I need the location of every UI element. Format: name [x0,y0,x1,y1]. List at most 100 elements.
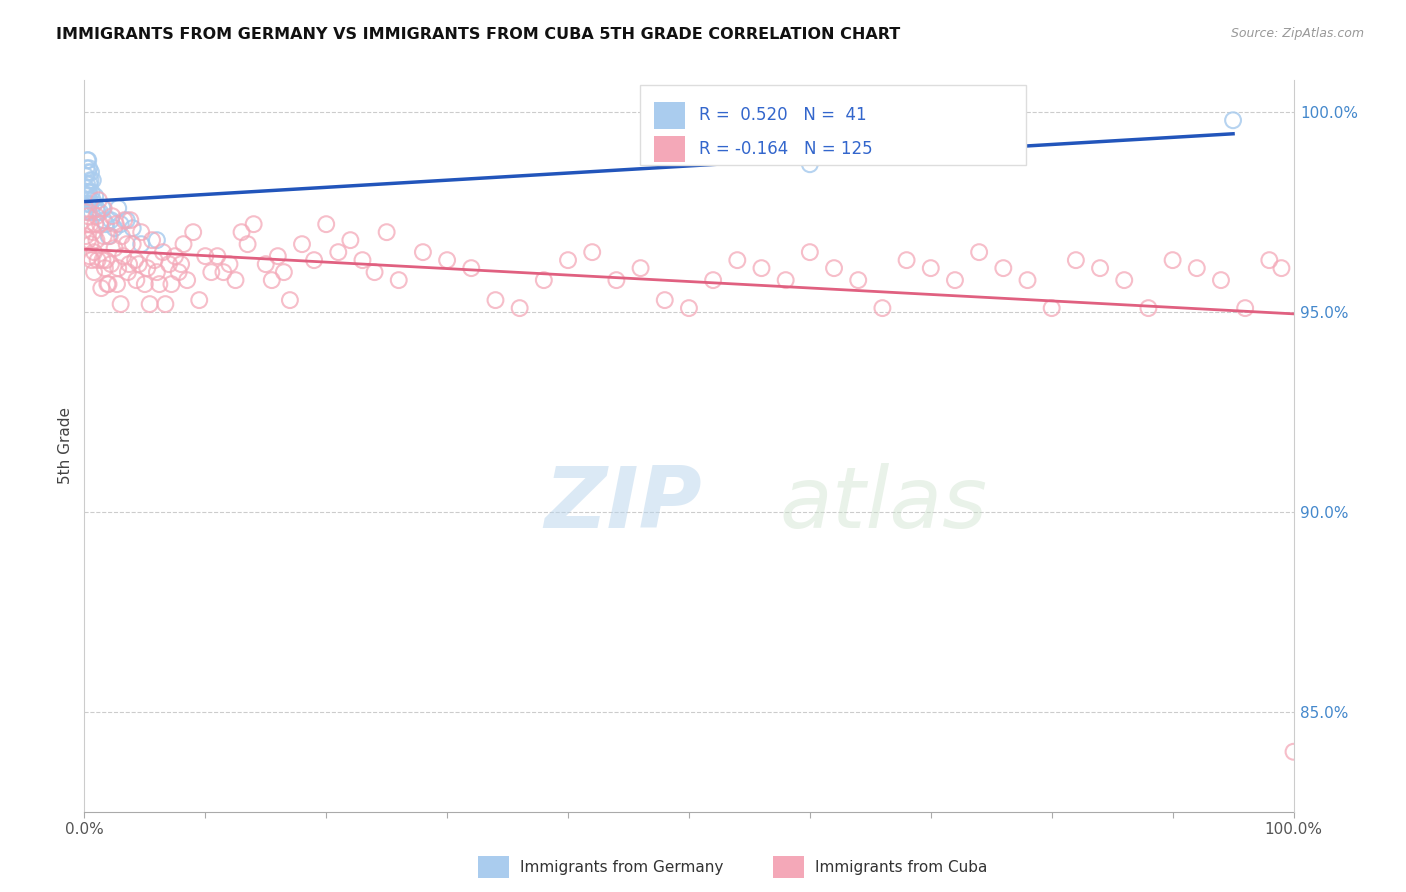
Point [188,293,211,307]
Point [93,201,115,215]
Text: R =  0.520   N =  41: R = 0.520 N = 41 [699,106,866,124]
Point [160,277,183,292]
Point [94,261,117,276]
Point [148,277,170,292]
Point [1040,301,1063,315]
Point [80,185,103,199]
Point [84,189,107,203]
Point [77,209,100,223]
Point [212,265,235,279]
Point [80,165,103,179]
Point [823,261,845,276]
Point [120,213,142,227]
Point [117,265,139,279]
Text: Immigrants from Germany: Immigrants from Germany [520,860,724,874]
Point [375,225,398,239]
Point [460,261,482,276]
Point [80,205,103,219]
Point [181,225,204,239]
Point [173,237,195,252]
Point [291,237,314,252]
Point [1234,301,1257,315]
Point [678,301,700,315]
Point [111,229,134,244]
Point [118,257,141,271]
Point [260,273,283,287]
Point [155,297,177,311]
Point [225,273,247,287]
Point [218,257,240,271]
Point [273,265,295,279]
Point [146,265,169,279]
Point [799,157,821,171]
Point [75,205,97,219]
Point [920,261,942,276]
Point [79,173,101,187]
Point [86,253,108,268]
Point [86,205,108,219]
Text: Immigrants from Cuba: Immigrants from Cuba [815,860,988,874]
Point [75,181,97,195]
Point [77,233,100,247]
Point [79,237,101,252]
Point [112,213,135,227]
Point [107,261,129,276]
Point [1017,273,1039,287]
Point [254,257,277,271]
Point [1064,253,1087,268]
Point [87,193,110,207]
Text: R = -0.164   N = 125: R = -0.164 N = 125 [699,140,872,158]
Point [77,185,100,199]
Point [138,297,160,311]
Point [83,197,105,211]
Point [107,201,129,215]
Point [363,265,385,279]
Point [76,217,98,231]
Point [77,161,100,176]
Point [77,249,100,263]
Point [1137,301,1160,315]
Point [581,245,603,260]
Point [315,217,337,231]
Point [136,261,159,276]
Point [1161,253,1184,268]
Point [77,205,100,219]
Point [100,213,122,227]
Point [207,249,229,263]
Point [93,213,115,227]
Text: atlas: atlas [780,463,987,546]
Point [79,178,101,192]
Text: IMMIGRANTS FROM GERMANY VS IMMIGRANTS FROM CUBA 5TH GRADE CORRELATION CHART: IMMIGRANTS FROM GERMANY VS IMMIGRANTS FR… [56,27,900,42]
Point [1258,253,1281,268]
Point [115,237,138,252]
Point [141,233,163,247]
Point [231,225,253,239]
Point [86,201,108,215]
Point [702,273,724,287]
Point [775,273,797,287]
Point [339,233,361,247]
Point [1209,273,1232,287]
Point [751,261,773,276]
Point [1270,261,1292,276]
Point [84,217,107,231]
Point [194,249,217,263]
Point [124,253,146,268]
Point [79,217,101,231]
Point [993,261,1015,276]
Point [1185,261,1208,276]
Point [75,169,97,184]
Point [76,178,98,192]
Point [388,273,411,287]
Point [110,297,132,311]
Point [80,253,103,268]
Point [79,193,101,207]
Point [90,281,112,295]
Point [121,221,143,235]
Point [96,277,118,292]
Point [104,217,127,231]
Point [91,201,114,215]
Text: ZIP: ZIP [544,463,702,546]
Point [967,245,990,260]
Point [302,253,325,268]
